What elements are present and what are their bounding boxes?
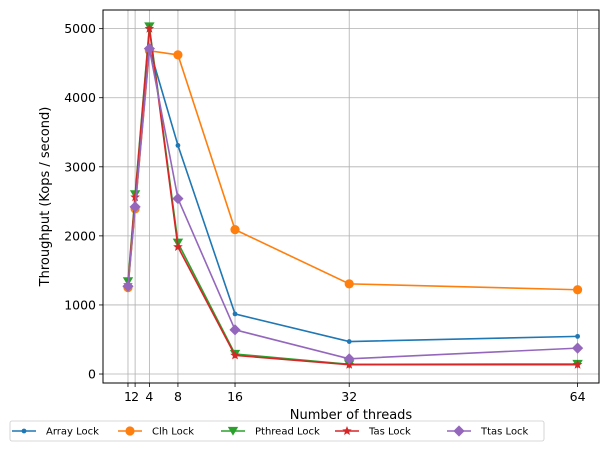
data-point-clh-lock: [230, 225, 240, 235]
legend-swatch-marker: [125, 426, 135, 436]
data-point-ttas-lock: [343, 353, 355, 365]
legend-label: Pthread Lock: [255, 427, 320, 438]
legend-swatch-marker: [227, 426, 239, 436]
data-point-ttas-lock: [143, 43, 155, 55]
series-tas-lock: [123, 23, 583, 369]
series-line-clh-lock: [127, 49, 578, 291]
data-point-ttas-lock: [172, 192, 184, 205]
y-axis-label: Throughput (Kops / second): [38, 107, 53, 288]
data-point-tas-lock: [230, 350, 240, 360]
series-clh-lock: [123, 46, 583, 295]
x-tick-label: 2: [131, 389, 139, 404]
data-point-array-lock: [346, 339, 352, 344]
legend-item-tas-lock: Tas Lock: [335, 426, 411, 438]
data-point-ttas-lock: [229, 324, 241, 336]
y-tick-label: 0: [88, 367, 96, 382]
legend-label: Ttas Lock: [480, 427, 529, 438]
legend-label: Tas Lock: [368, 427, 411, 438]
data-point-ttas-lock: [129, 201, 141, 213]
y-tick-label: 4000: [64, 90, 96, 105]
legend-item-pthread-lock: Pthread Lock: [221, 427, 320, 438]
x-tick-label: 64: [570, 389, 586, 404]
series-line-ttas-lock: [127, 48, 578, 360]
y-tick-label: 5000: [64, 21, 96, 36]
series-line-array-lock: [127, 47, 578, 343]
legend-swatch-marker: [342, 426, 352, 436]
x-axis-label: Number of threads: [290, 408, 413, 423]
data-point-array-lock: [575, 333, 580, 339]
series-layer: [122, 22, 584, 370]
y-axis: 0 1000 2000 3000 4000 5000: [64, 21, 103, 382]
data-point-clh-lock: [173, 50, 183, 60]
data-point-clh-lock: [572, 285, 583, 295]
legend-swatch-marker: [21, 428, 27, 434]
data-point-array-lock: [175, 142, 181, 148]
y-tick-label: 1000: [64, 297, 96, 312]
legend-box: [9, 420, 545, 442]
data-point-clh-lock: [344, 279, 354, 289]
x-tick-label: 8: [174, 389, 182, 404]
data-point-tas-lock: [130, 192, 140, 202]
legend-label: Array Lock: [46, 427, 99, 438]
x-tick-label: 4: [145, 389, 153, 404]
x-axis: 1 2 4 8 16 32 64: [124, 383, 586, 404]
x-tick-label: 1: [124, 389, 132, 404]
legend-label: Clh Lock: [152, 427, 194, 438]
legend-swatch-marker: [453, 425, 465, 437]
series-array-lock: [125, 45, 580, 344]
data-point-tas-lock: [144, 23, 155, 33]
plot-frame: [102, 9, 600, 384]
data-point-array-lock: [232, 311, 238, 317]
legend: Array Lock Clh Lock Pthread Lock Tas Lock Tt…: [9, 420, 545, 442]
data-point-ttas-lock: [571, 342, 584, 354]
legend-item-ttas-lock: Ttas Lock: [447, 425, 529, 438]
legend-item-clh-lock: Clh Lock: [118, 426, 194, 438]
series-pthread-lock: [122, 22, 583, 370]
data-point-ttas-lock: [122, 280, 134, 292]
legend-item-array-lock: Array Lock: [12, 427, 99, 438]
y-tick-label: 3000: [64, 159, 96, 174]
y-tick-label: 2000: [64, 228, 96, 243]
data-point-tas-lock: [173, 241, 183, 251]
x-tick-label: 16: [227, 389, 243, 404]
series-ttas-lock: [122, 43, 584, 365]
data-point-tas-lock: [572, 359, 583, 369]
x-tick-label: 32: [341, 389, 357, 404]
